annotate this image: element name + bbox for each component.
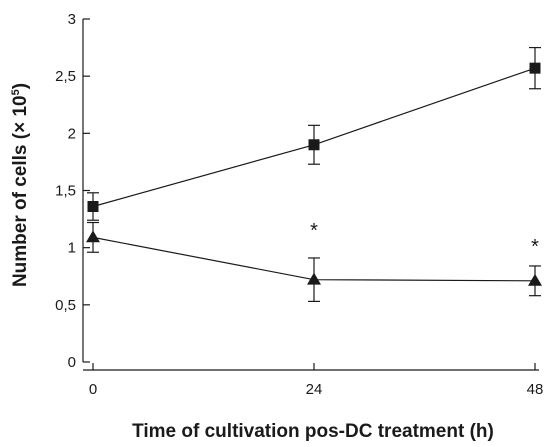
y-axis-title-suffix: ) bbox=[10, 83, 31, 89]
y-axis-title-superscript: 5 bbox=[10, 89, 22, 95]
x-tick-label: 48 bbox=[527, 381, 544, 398]
data-point-square bbox=[87, 201, 99, 213]
x-ticks: 0 24 48 bbox=[89, 363, 544, 398]
y-tick-label: 0,5 bbox=[55, 297, 76, 314]
axes bbox=[82, 19, 539, 371]
data-point-triangle bbox=[307, 272, 321, 285]
data-point-square bbox=[308, 139, 320, 151]
y-tick-label: 3 bbox=[68, 11, 76, 28]
y-tick-label: 2,5 bbox=[55, 68, 76, 85]
significance-marker: * bbox=[310, 220, 318, 242]
x-axis-title: Time of cultivation pos-DC treatment (h) bbox=[132, 421, 494, 442]
y-axis-title-prefix: Number of cells (× 10 bbox=[10, 95, 31, 287]
y-tick-label: 1 bbox=[68, 240, 76, 257]
plot-area bbox=[86, 46, 542, 303]
data-point-triangle bbox=[528, 273, 542, 286]
y-ticks: 0 0,5 1 1,5 2 2,5 3 bbox=[55, 11, 90, 371]
y-tick-label: 2 bbox=[68, 125, 76, 142]
y-tick-label: 0 bbox=[68, 354, 76, 371]
significance-marker: * bbox=[531, 236, 539, 258]
annotations: ** bbox=[310, 220, 539, 258]
x-tick-label: 0 bbox=[89, 381, 97, 398]
y-tick-label: 1,5 bbox=[55, 183, 76, 200]
data-point-square bbox=[529, 62, 541, 74]
y-axis-title: Number of cells (× 105) bbox=[10, 83, 31, 287]
x-tick-label: 24 bbox=[306, 381, 323, 398]
data-point-triangle bbox=[86, 230, 100, 243]
